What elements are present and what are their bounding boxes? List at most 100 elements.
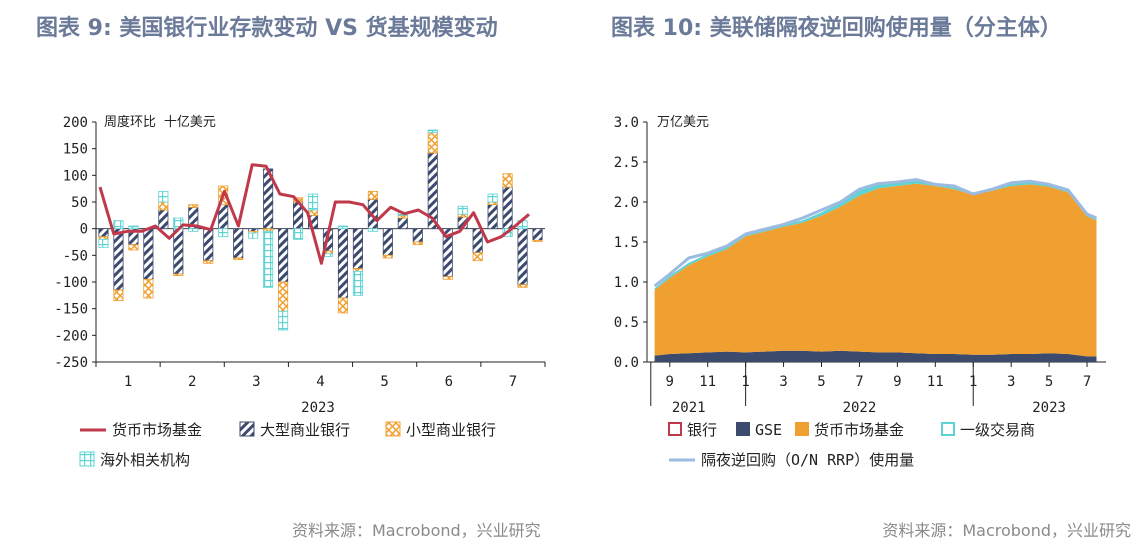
right-legend-label: GSE	[755, 421, 782, 439]
right-y-tick-label: 1.5	[614, 235, 639, 251]
left-legend-label: 货币市场基金	[112, 421, 202, 439]
left-x-month-label: 2	[188, 374, 196, 390]
left-bar-foreign	[218, 228, 229, 238]
right-area-gse	[654, 350, 1097, 362]
left-bar-foreign	[352, 270, 363, 296]
left-chart-title: 图表 9: 美国银行业存款变动 VS 货基规模变动	[36, 16, 498, 41]
right-unit-label: 万亿美元	[657, 115, 709, 130]
right-year-label: 2021	[672, 400, 706, 416]
left-bar-small-bank	[337, 297, 348, 314]
left-legend-label: 小型商业银行	[406, 421, 496, 439]
left-y-tick-label: -50	[63, 248, 88, 264]
bank-deposit-chart: -250 -200 -150 -100 -50 0 50 100 150 200 1 2 3 4 5 6 7 周…	[54, 114, 546, 469]
left-bar-small-bank	[502, 173, 513, 188]
left-y-tick-label: 100	[63, 168, 88, 184]
right-y-tick-label: 0.0	[614, 355, 639, 371]
left-bar-large-bank	[382, 228, 393, 256]
left-x-month-label: 7	[509, 374, 517, 390]
left-bar-small-bank	[517, 284, 528, 288]
right-line-rrp	[653, 178, 1098, 288]
left-year-label: 2023	[301, 400, 335, 416]
right-year-label: 2022	[843, 400, 877, 416]
right-x-month-label: 11	[699, 374, 716, 390]
right-legend-swatch	[736, 422, 750, 436]
left-bar-small-bank	[278, 281, 289, 312]
left-bar-large-bank	[352, 228, 363, 270]
left-legend-swatch	[79, 451, 95, 467]
left-bar-small-bank	[427, 132, 438, 154]
left-source-note: 资料来源：Macrobond，兴业研究	[292, 521, 541, 540]
right-x-month-label: 7	[1083, 374, 1091, 390]
left-bar-large-bank	[113, 228, 124, 291]
left-y-tick-label: -150	[54, 302, 88, 318]
left-bar-large-bank	[337, 228, 348, 299]
left-bar-small-bank	[382, 254, 393, 259]
left-bar-large-bank	[143, 228, 154, 280]
left-bar-small-bank	[158, 201, 169, 211]
left-bar-foreign	[293, 228, 304, 240]
right-legend-label: 一级交易商	[960, 421, 1035, 439]
left-bar-small-bank	[188, 204, 199, 208]
left-y-tick-label: -250	[54, 355, 88, 371]
left-bar-large-bank	[532, 228, 543, 241]
right-year-label: 2023	[1032, 400, 1066, 416]
left-bar-foreign	[457, 205, 468, 215]
left-bar-small-bank	[442, 276, 453, 280]
right-source-note: 资料来源：Macrobond，兴业研究	[882, 521, 1131, 540]
right-x-month-label: 3	[779, 374, 787, 390]
left-bar-foreign	[307, 193, 319, 211]
right-x-month-label: 5	[817, 374, 825, 390]
left-bar-foreign	[98, 238, 109, 248]
left-bar-foreign	[263, 230, 274, 288]
left-bar-foreign	[128, 225, 139, 230]
right-legend-swatch	[795, 422, 809, 436]
right-x-month-label: 3	[1007, 374, 1015, 390]
right-x-month-label: 9	[893, 374, 901, 390]
left-y-tick-label: 50	[71, 195, 88, 211]
right-legend-swatch	[941, 422, 955, 436]
right-x-month-label: 5	[1045, 374, 1053, 390]
left-unit-label: 周度环比 十亿美元	[104, 114, 216, 130]
right-y-tick-label: 2.5	[614, 155, 639, 171]
left-bar-large-bank	[502, 186, 513, 230]
right-y-tick-label: 3.0	[614, 115, 639, 131]
left-bar-small-bank	[203, 260, 214, 264]
left-bar-large-bank	[233, 228, 244, 259]
left-bar-small-bank	[128, 244, 139, 251]
left-bar-large-bank	[173, 228, 184, 275]
left-x-month-label: 5	[380, 374, 388, 390]
left-bar-large-bank	[397, 217, 408, 230]
left-bar-foreign	[337, 225, 348, 230]
left-bar-large-bank	[203, 228, 214, 262]
left-bar-foreign	[113, 220, 124, 230]
left-bar-small-bank	[233, 257, 244, 260]
left-bar-foreign	[278, 310, 289, 331]
left-bar-small-bank	[307, 209, 319, 216]
left-y-tick-label: -200	[54, 328, 88, 344]
left-x-month-label: 1	[124, 374, 132, 390]
left-bar-small-bank	[367, 190, 378, 200]
left-x-month-label: 3	[252, 374, 260, 390]
left-line-mmf	[98, 163, 530, 265]
right-area-mmf	[654, 183, 1097, 357]
left-bar-small-bank	[412, 241, 423, 246]
right-chart-title: 图表 10: 美联储隔夜逆回购使用量（分主体）	[611, 16, 1062, 41]
left-bar-foreign	[487, 193, 498, 203]
left-bar-foreign	[367, 228, 378, 232]
left-legend-label: 大型商业银行	[260, 421, 350, 439]
left-bar-foreign	[158, 190, 169, 203]
left-y-tick-label: 150	[63, 142, 88, 158]
right-x-month-label: 7	[855, 374, 863, 390]
left-bar-small-bank	[472, 252, 483, 262]
left-bar-small-bank	[113, 289, 124, 302]
right-y-tick-label: 2.0	[614, 195, 639, 211]
left-x-month-label: 4	[316, 374, 324, 390]
left-legend-swatch	[239, 421, 255, 437]
left-y-tick-label: 0	[80, 222, 88, 238]
left-bar-large-bank	[158, 209, 169, 230]
left-bar-large-bank	[472, 228, 483, 254]
right-x-month-label: 9	[666, 374, 674, 390]
left-y-tick-label: -100	[54, 275, 88, 291]
left-bar-large-bank	[412, 228, 423, 243]
